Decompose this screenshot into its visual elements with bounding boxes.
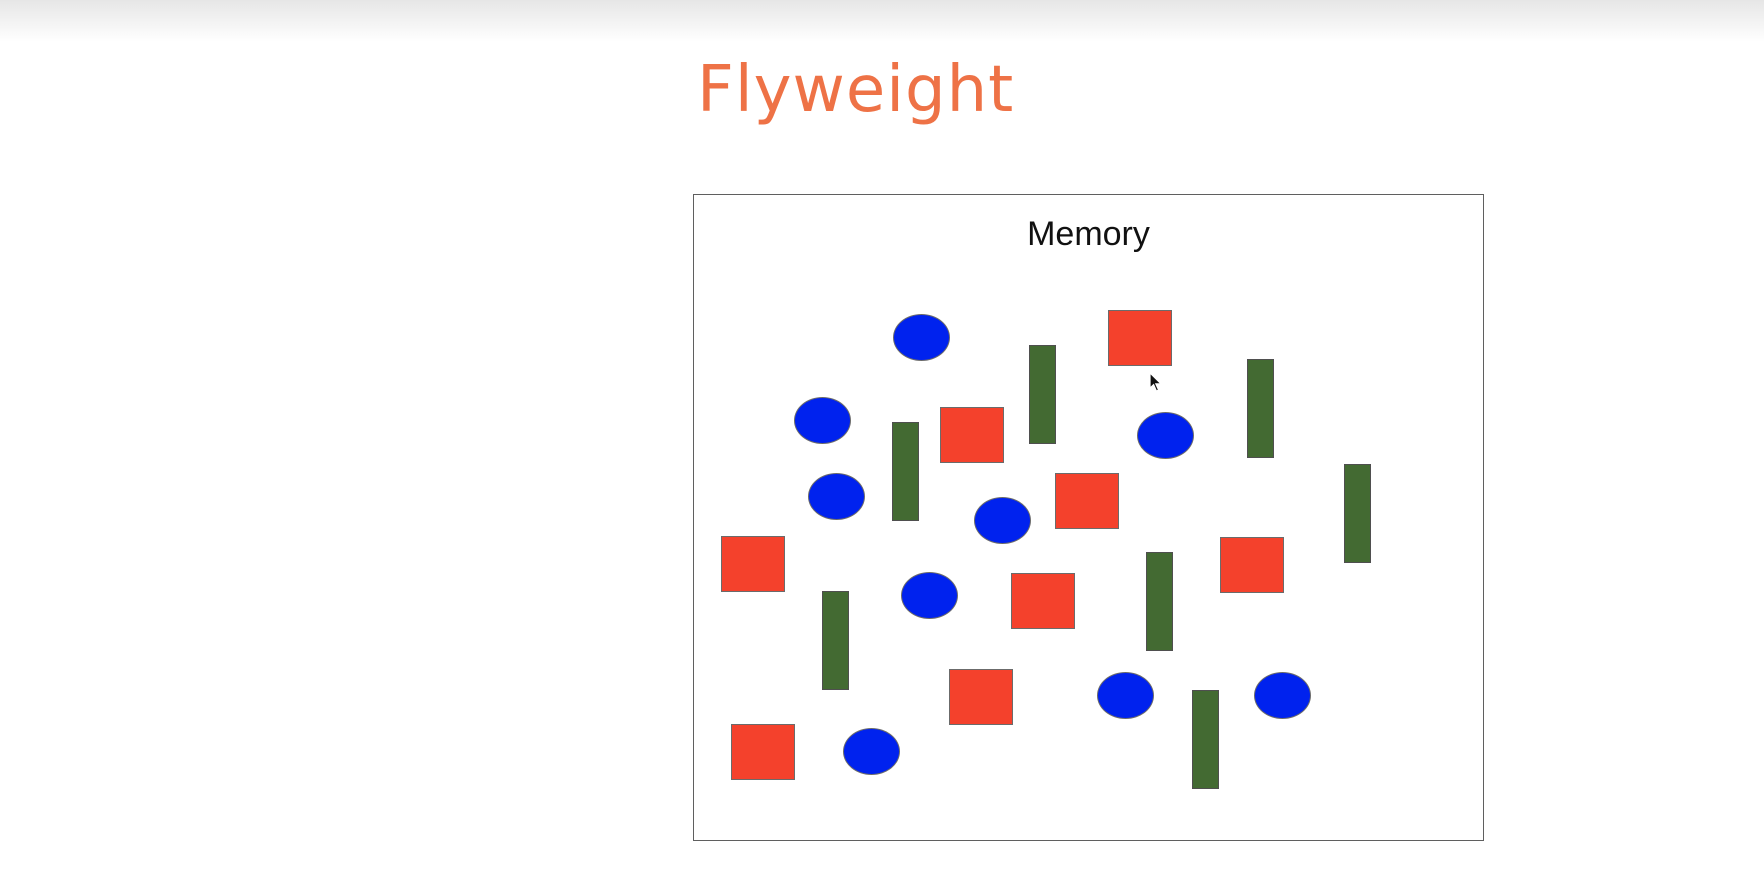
memory-circle-object [794,397,851,444]
memory-bar-object [1146,552,1173,651]
memory-label: Memory [1027,215,1150,253]
memory-bar-object [1247,359,1274,458]
memory-circle-object [808,473,865,520]
memory-circle-object [1254,672,1311,719]
memory-square-object [1011,573,1075,629]
memory-bar-object [1344,464,1371,563]
memory-bar-object [1029,345,1056,444]
memory-square-object [731,724,795,780]
memory-circle-object [974,497,1031,544]
memory-circle-object [1097,672,1154,719]
memory-square-object [721,536,785,592]
memory-square-object [1220,537,1284,593]
memory-square-object [1108,310,1172,366]
mouse-pointer-icon [1149,372,1163,392]
memory-bar-object [892,422,919,521]
memory-circle-object [901,572,958,619]
memory-bar-object [822,591,849,690]
memory-circle-object [843,728,900,775]
memory-square-object [949,669,1013,725]
memory-circle-object [1137,412,1194,459]
memory-square-object [940,407,1004,463]
memory-square-object [1055,473,1119,529]
slide-title: Flyweight [697,53,1015,127]
memory-circle-object [893,314,950,361]
memory-bar-object [1192,690,1219,789]
top-shadow [0,0,1764,42]
memory-box: Memory [693,194,1484,841]
